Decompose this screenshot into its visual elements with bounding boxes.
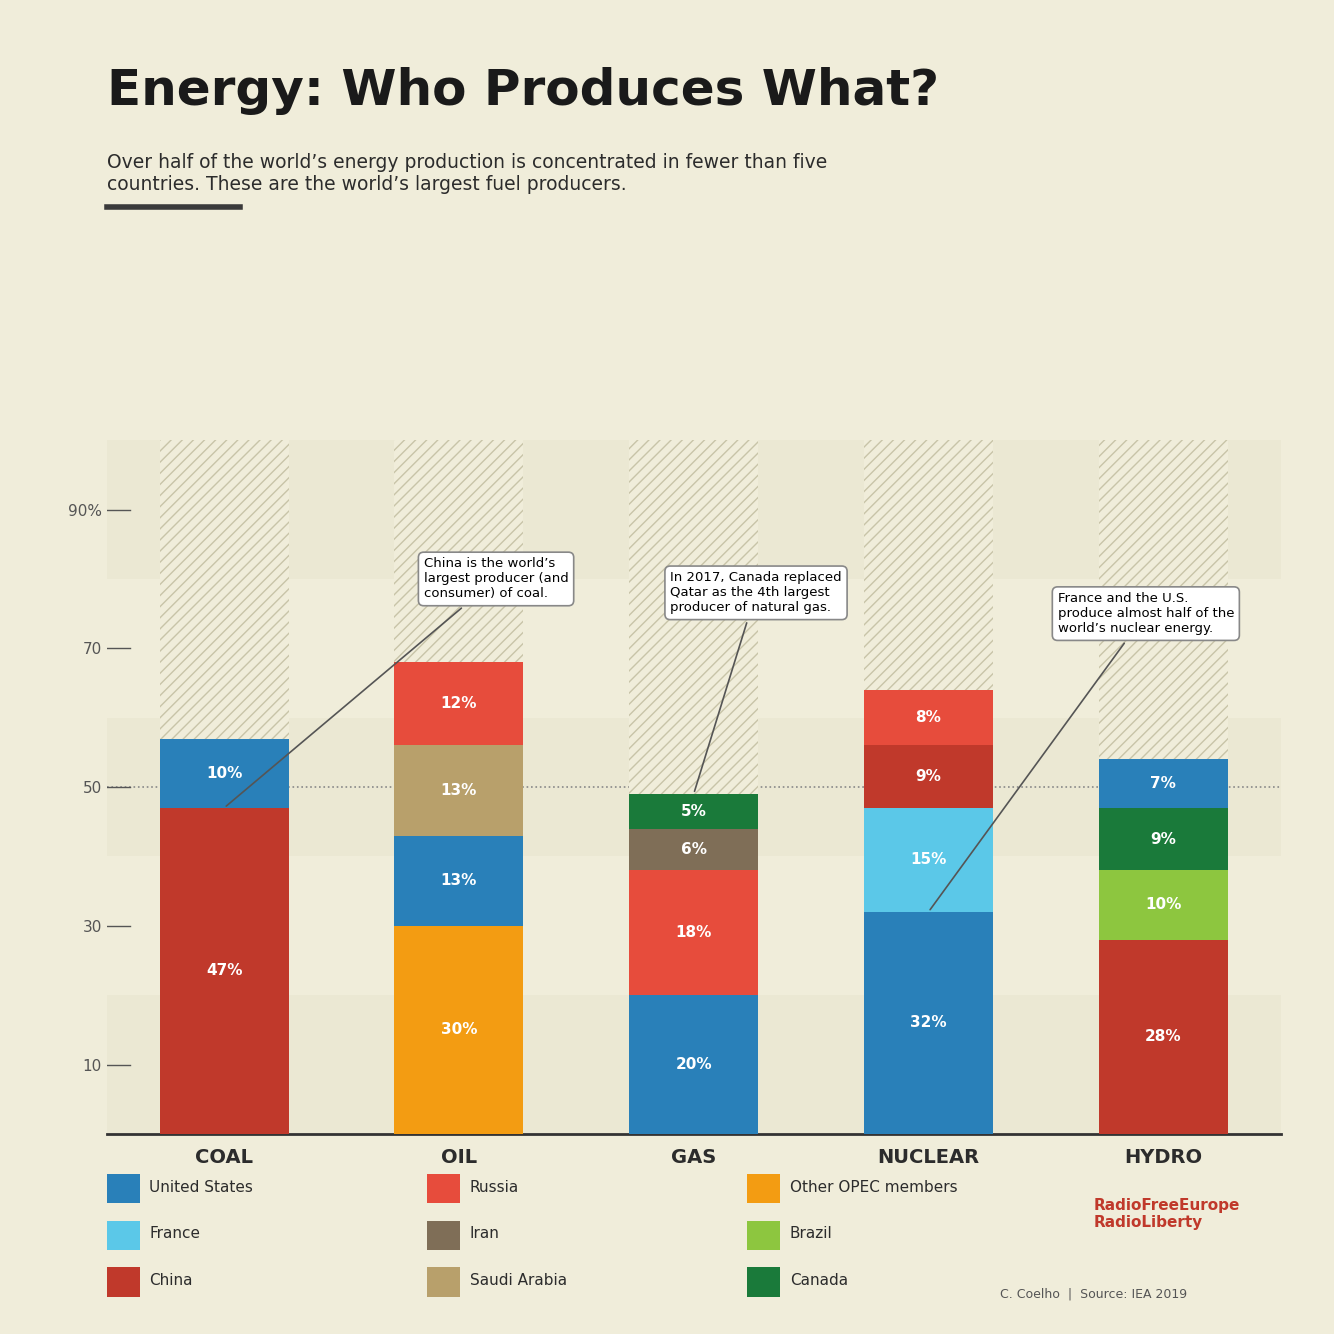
Bar (1099, 870, 1227, 939)
Text: In 2017, Canada replaced
Qatar as the 4th largest
producer of natural gas.: In 2017, Canada replaced Qatar as the 4t… (670, 571, 842, 791)
Text: 6%: 6% (680, 842, 707, 856)
Text: Over half of the world’s energy production is concentrated in fewer than five
co: Over half of the world’s energy producti… (107, 153, 827, 195)
Bar (630, 440, 758, 794)
Bar (107, 440, 1281, 579)
Bar (864, 690, 992, 746)
Text: 20%: 20% (675, 1057, 712, 1073)
Text: RadioFreeEurope
RadioLiberty: RadioFreeEurope RadioLiberty (1094, 1198, 1241, 1230)
Bar (864, 912, 992, 1134)
Bar (864, 808, 992, 912)
Text: Canada: Canada (790, 1273, 848, 1289)
Bar (395, 440, 523, 662)
Text: 13%: 13% (440, 783, 478, 798)
Text: C. Coelho  |  Source: IEA 2019: C. Coelho | Source: IEA 2019 (1000, 1287, 1187, 1301)
Text: United States: United States (149, 1179, 253, 1195)
Text: Saudi Arabia: Saudi Arabia (470, 1273, 567, 1289)
Bar (160, 739, 288, 808)
Text: Other OPEC members: Other OPEC members (790, 1179, 958, 1195)
Bar (395, 746, 523, 835)
Text: 7%: 7% (1150, 776, 1177, 791)
Text: 15%: 15% (910, 852, 947, 867)
Text: 10%: 10% (205, 766, 243, 780)
Bar (1099, 939, 1227, 1134)
Bar (630, 794, 758, 828)
Text: 13%: 13% (440, 874, 478, 888)
Bar (395, 926, 523, 1134)
Text: 10%: 10% (1145, 898, 1182, 912)
Text: 5%: 5% (680, 804, 707, 819)
Bar (1099, 440, 1227, 759)
Text: 8%: 8% (915, 710, 942, 726)
Bar (160, 440, 288, 739)
Text: 28%: 28% (1145, 1030, 1182, 1045)
Bar (107, 856, 1281, 995)
Text: 32%: 32% (910, 1015, 947, 1030)
Bar (107, 995, 1281, 1134)
Bar (630, 995, 758, 1134)
Text: 9%: 9% (915, 770, 942, 784)
Bar (630, 870, 758, 995)
Text: 47%: 47% (205, 963, 243, 978)
Bar (107, 718, 1281, 856)
Text: 9%: 9% (1150, 831, 1177, 847)
Bar (1099, 808, 1227, 870)
Bar (395, 662, 523, 746)
Text: 18%: 18% (675, 926, 712, 940)
Text: France and the U.S.
produce almost half of the
world’s nuclear energy.: France and the U.S. produce almost half … (930, 592, 1234, 910)
Text: Energy: Who Produces What?: Energy: Who Produces What? (107, 67, 939, 115)
Text: Brazil: Brazil (790, 1226, 832, 1242)
Bar (864, 746, 992, 808)
Text: Russia: Russia (470, 1179, 519, 1195)
Bar (630, 828, 758, 870)
Text: 12%: 12% (440, 696, 478, 711)
Text: China: China (149, 1273, 193, 1289)
Text: Iran: Iran (470, 1226, 499, 1242)
Bar (395, 835, 523, 926)
Text: China is the world’s
largest producer (and
consumer) of coal.: China is the world’s largest producer (a… (227, 558, 568, 806)
Text: France: France (149, 1226, 200, 1242)
Bar (1099, 759, 1227, 808)
Bar (864, 440, 992, 690)
Bar (107, 579, 1281, 718)
Bar (160, 808, 288, 1134)
Text: 30%: 30% (440, 1022, 478, 1038)
